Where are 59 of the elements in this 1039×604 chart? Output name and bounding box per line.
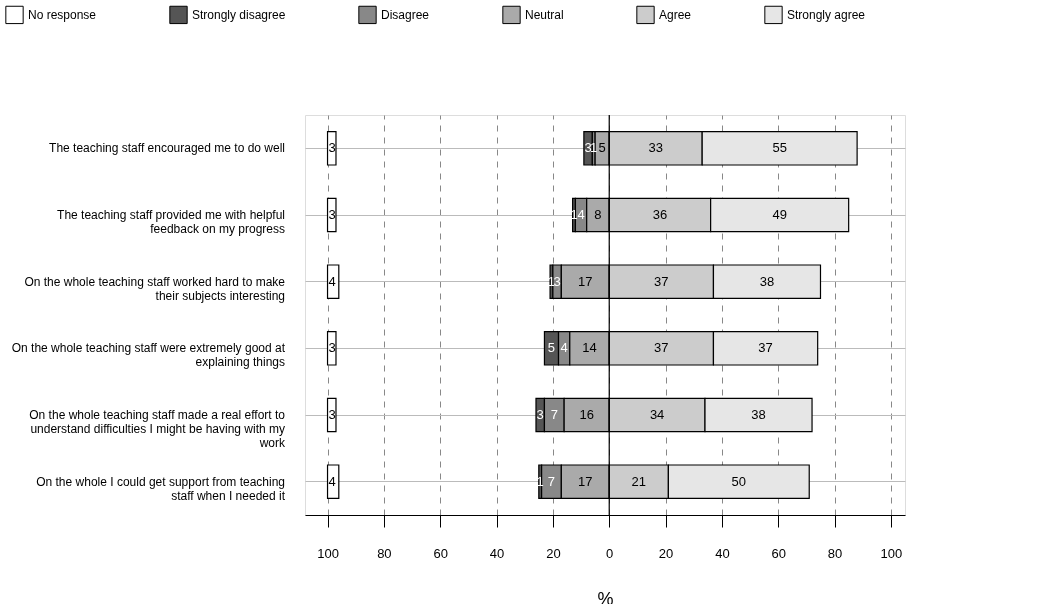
legend-label: Disagree	[381, 7, 430, 22]
bar	[326, 131, 337, 166]
x-axis-title: %	[597, 588, 614, 604]
x-tick-label: 100	[317, 545, 339, 561]
legend-label: Strongly agree	[787, 7, 866, 22]
legend-label: Agree	[659, 7, 692, 22]
bar	[326, 331, 337, 366]
data-label: 37	[758, 340, 773, 356]
data-label: 36	[652, 207, 668, 222]
data-label: 21	[631, 473, 647, 489]
data-label: 3	[328, 340, 336, 356]
data-label: 3	[584, 140, 592, 156]
data-label: 3	[553, 273, 561, 289]
y-tick-label: On the whole teaching staff made a real effort to understand difficulties I might be having with my work	[29, 408, 286, 450]
x-tick-label: 60	[771, 545, 786, 561]
data-label: 49	[772, 207, 787, 222]
data-label: 1	[547, 273, 556, 289]
x-tick-label: 0	[606, 545, 614, 561]
data-label: 33	[648, 140, 663, 156]
data-label: 4	[328, 273, 336, 289]
data-label: 5	[598, 140, 606, 156]
x-tick-label: 20	[546, 545, 561, 561]
x-tick-label: 40	[489, 545, 505, 561]
data-label: 55	[772, 140, 787, 156]
data-label: 5	[547, 340, 556, 356]
data-label: 38	[751, 407, 766, 422]
data-label: 16	[579, 407, 594, 422]
data-label: 37	[654, 273, 669, 289]
y-tick-label: The teaching staff provided me with helpful feedback on my progress	[57, 208, 285, 236]
y-tick-label: On the whole teaching staff were extremely good at explaining things	[11, 341, 286, 370]
data-label: 8	[594, 207, 602, 222]
legend-label: Strongly disagree	[192, 7, 286, 22]
data-label: 50	[731, 473, 747, 489]
data-label: 34	[649, 407, 665, 422]
data-label: 14	[582, 340, 597, 356]
data-label: 7	[550, 407, 558, 422]
x-tick-label: 80	[827, 545, 843, 561]
legend-label: No response	[28, 7, 97, 22]
y-tick-label: The teaching staff encouraged me to do well	[49, 141, 285, 156]
x-tick-label: 20	[658, 545, 674, 561]
data-label: 3	[328, 140, 336, 156]
data-label: 3	[328, 407, 336, 422]
legend-label: Neutral	[525, 7, 564, 22]
data-label: 4	[560, 340, 568, 356]
y-tick-label: On the whole I could get support from teaching staff when I needed it	[36, 474, 286, 503]
x-tick-label: 80	[377, 545, 392, 561]
x-tick-label: 100	[880, 545, 903, 561]
data-label: 37	[654, 340, 669, 356]
y-tick-label: On the whole teaching staff worked hard to make their subjects interesting	[24, 274, 286, 303]
data-label: 3	[536, 407, 544, 422]
x-tick-label: 40	[715, 545, 730, 561]
data-label: 7	[547, 473, 556, 489]
x-tick-label: 60	[433, 545, 448, 561]
data-label: 17	[578, 273, 593, 289]
data-label: 17	[578, 473, 593, 489]
data-label: 4	[577, 207, 585, 222]
data-label: 38	[759, 273, 775, 289]
data-label: 4	[328, 473, 336, 489]
data-label: 3	[328, 207, 336, 222]
